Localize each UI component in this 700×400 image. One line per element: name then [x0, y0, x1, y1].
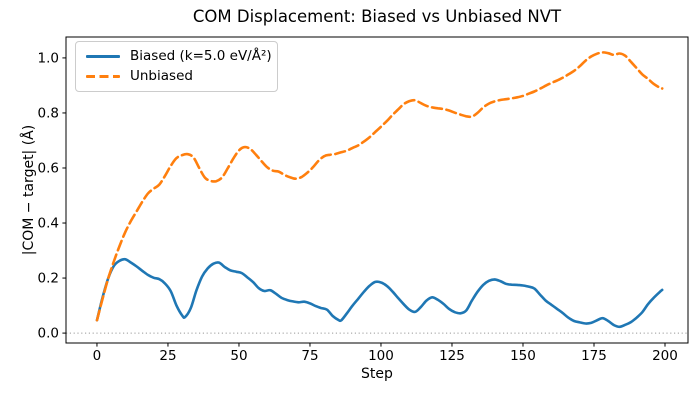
legend-item-unbiased: Unbiased	[76, 67, 277, 84]
legend-label-biased: Biased (k=5.0 eV/Å²)	[130, 48, 272, 64]
x-tick-label: 100	[368, 348, 394, 364]
y-tick-label: 0.2	[38, 271, 59, 287]
chart-title: COM Displacement: Biased vs Unbiased NVT	[192, 7, 562, 26]
x-axis-label: Step	[361, 366, 393, 382]
y-axis-label: |COM − target| (Å)	[21, 124, 37, 256]
x-tick-label: 125	[439, 348, 465, 364]
series-line-biased	[95, 257, 664, 329]
y-tick-label: 0.6	[38, 160, 59, 176]
x-tick-label: 75	[301, 348, 318, 364]
plot-frame	[65, 36, 689, 344]
unbiased-line-swatch	[86, 74, 120, 78]
x-tick-label: 150	[510, 348, 536, 364]
y-tick-label: 0.4	[38, 216, 59, 232]
x-tick-label: 25	[159, 348, 176, 364]
legend-item-biased: Biased (k=5.0 eV/Å²)	[76, 48, 277, 64]
series-line-unbiased	[95, 51, 664, 322]
legend-label-unbiased: Unbiased	[130, 67, 193, 84]
x-tick-label: 50	[230, 348, 247, 364]
y-tick-label: 1.0	[38, 50, 59, 66]
x-tick-label: 200	[652, 348, 678, 364]
y-tick-label: 0.8	[38, 105, 59, 121]
x-tick-label: 175	[581, 348, 607, 364]
y-tick-label: 0.0	[38, 326, 59, 342]
biased-line-swatch	[86, 55, 120, 59]
x-tick-label: 0	[93, 348, 102, 364]
legend: Biased (k=5.0 eV/Å²) Unbiased	[75, 41, 278, 92]
